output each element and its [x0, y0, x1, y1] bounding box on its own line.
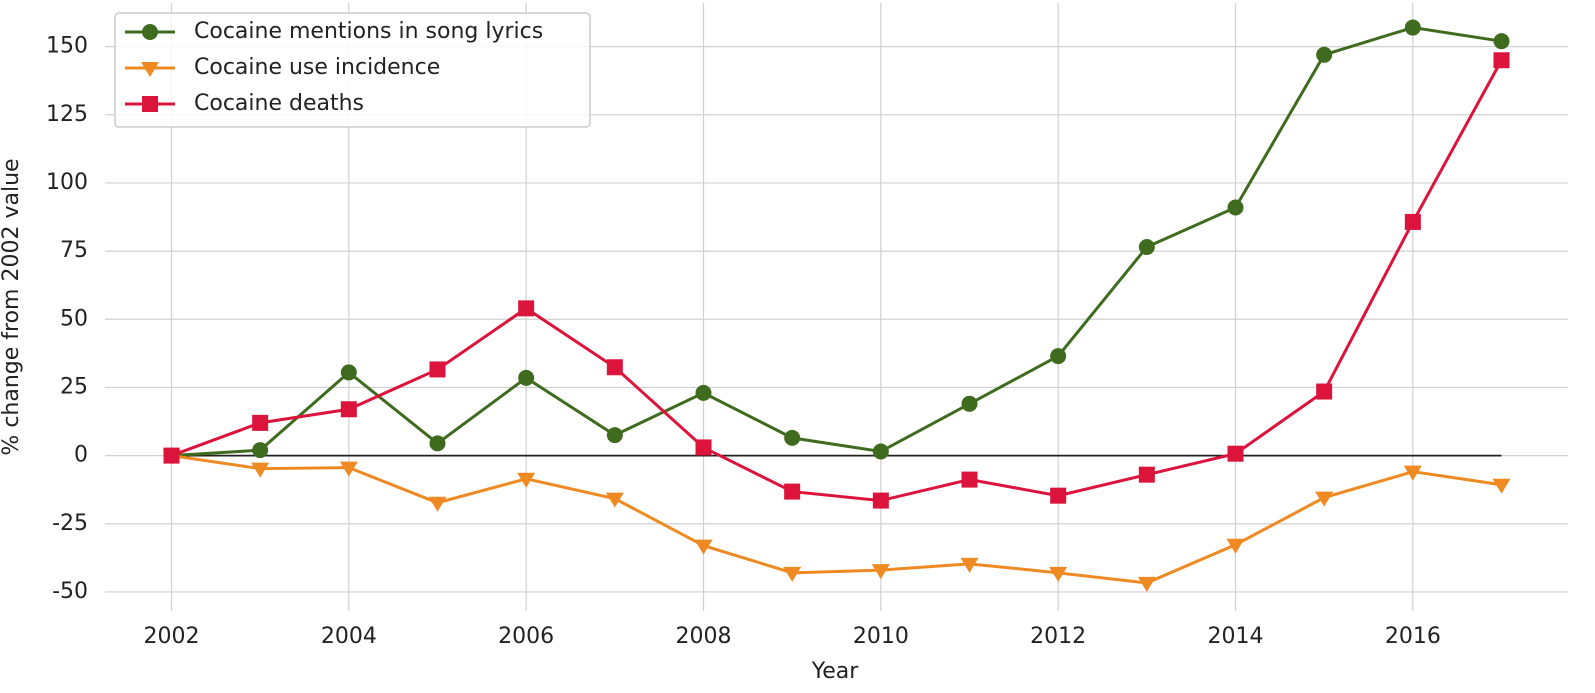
series-line: [171, 26, 1502, 458]
point: [1227, 445, 1244, 462]
legend-label: Cocaine mentions in song lyrics: [194, 19, 543, 44]
legend: Cocaine mentions in song lyrics Cocaine u…: [114, 12, 591, 128]
point: [784, 429, 801, 446]
series: [163, 52, 1510, 509]
legend-marker: [142, 24, 158, 40]
y-axis-label: % change from 2002 value: [0, 158, 24, 455]
point: [518, 369, 535, 386]
legend-label: Cocaine deaths: [194, 91, 364, 116]
point: [872, 443, 889, 460]
y-tick-label: 75: [60, 238, 88, 263]
y-tick-label: 100: [46, 170, 88, 195]
x-axis-label: Year: [811, 659, 860, 684]
point: [1137, 576, 1156, 592]
point: [1492, 478, 1511, 494]
point: [1227, 199, 1244, 216]
point: [251, 462, 270, 478]
series: [163, 19, 1510, 464]
legend-marker: [141, 62, 159, 77]
legend-label: Cocaine use incidence: [194, 55, 440, 80]
point: [694, 539, 713, 555]
y-tick-label: -50: [52, 579, 88, 604]
y-tick-label: -25: [52, 511, 88, 536]
point: [252, 442, 269, 459]
x-tick-label: 2006: [498, 624, 554, 649]
y-tick-label: 125: [46, 102, 88, 127]
point: [784, 483, 801, 500]
point: [1403, 465, 1422, 481]
x-tick-label: 2012: [1030, 624, 1086, 649]
y-tick-label: 50: [60, 306, 88, 331]
x-tick-label: 2004: [321, 624, 377, 649]
point: [1316, 46, 1333, 63]
y-tick-label: 0: [74, 443, 88, 468]
y-tick-label: 25: [60, 374, 88, 399]
point: [872, 492, 889, 509]
point: [1050, 348, 1067, 365]
point: [517, 472, 536, 488]
point: [1138, 466, 1155, 483]
point: [163, 447, 180, 464]
x-tick-label: 2008: [676, 624, 732, 649]
point: [606, 427, 623, 444]
point: [252, 414, 269, 431]
point: [1049, 566, 1068, 582]
point: [605, 492, 624, 508]
legend-marker: [142, 96, 158, 112]
point: [695, 439, 712, 456]
legend-box: [114, 12, 591, 128]
point: [1404, 19, 1421, 36]
point: [960, 557, 979, 573]
point: [340, 401, 357, 418]
y-tick-label: 150: [46, 34, 88, 59]
point: [695, 384, 712, 401]
point: [1050, 487, 1067, 504]
point: [1226, 538, 1245, 554]
x-tick-label: 2002: [144, 624, 200, 649]
point: [961, 471, 978, 488]
point: [1138, 239, 1155, 256]
point: [783, 566, 802, 582]
x-tick-label: 2010: [853, 624, 909, 649]
point: [340, 364, 357, 381]
point: [961, 395, 978, 412]
point: [871, 564, 890, 580]
point: [339, 461, 358, 477]
x-tick-label: 2016: [1385, 624, 1441, 649]
point: [1315, 491, 1334, 507]
point: [1404, 213, 1421, 230]
point: [606, 359, 623, 376]
series-line: [171, 454, 1502, 585]
point: [429, 361, 446, 378]
point: [1493, 52, 1510, 69]
point: [428, 496, 447, 512]
x-tick-label: 2014: [1208, 624, 1264, 649]
series: [162, 449, 1511, 592]
point: [518, 300, 535, 317]
series-line: [170, 59, 1503, 503]
point: [1493, 33, 1510, 50]
point: [429, 435, 446, 452]
point: [1316, 383, 1333, 400]
